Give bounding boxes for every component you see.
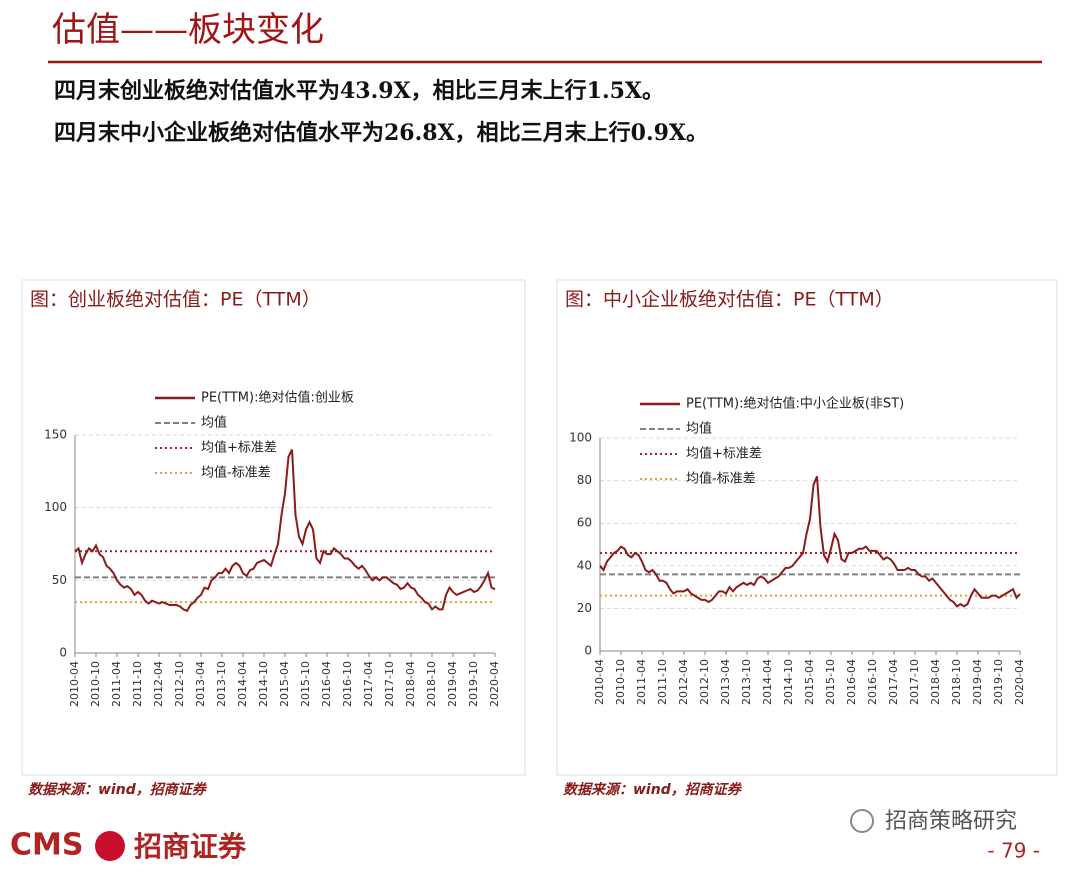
x-tick-label: 2016-10 bbox=[866, 659, 879, 705]
x-tick-label: 2010-10 bbox=[89, 661, 102, 707]
source-note: 数据来源：wind，招商证券 bbox=[563, 781, 743, 798]
x-tick-label: 2011-10 bbox=[131, 661, 144, 707]
wechat-icon bbox=[850, 809, 874, 833]
logo-icon bbox=[95, 831, 125, 861]
x-tick-label: 2016-04 bbox=[320, 661, 333, 707]
x-tick-label: 2019-04 bbox=[446, 661, 459, 707]
x-tick-label: 2020-04 bbox=[1013, 659, 1026, 705]
x-tick-label: 2015-10 bbox=[824, 659, 837, 705]
x-tick-label: 2020-04 bbox=[488, 661, 501, 707]
x-tick-label: 2019-10 bbox=[467, 661, 480, 707]
y-tick-label: 80 bbox=[577, 473, 592, 487]
x-tick-label: 2010-04 bbox=[68, 661, 81, 707]
x-tick-label: 2016-04 bbox=[845, 659, 858, 705]
x-tick-label: 2011-04 bbox=[635, 659, 648, 705]
x-tick-label: 2018-04 bbox=[404, 661, 417, 707]
chart-title: 图：中小企业板绝对估值：PE（TTM） bbox=[565, 289, 894, 311]
y-tick-label: 50 bbox=[52, 573, 67, 587]
x-tick-label: 2014-04 bbox=[236, 661, 249, 707]
x-tick-label: 2010-04 bbox=[593, 659, 606, 705]
x-tick-label: 2015-10 bbox=[299, 661, 312, 707]
x-tick-label: 2014-10 bbox=[782, 659, 795, 705]
x-tick-label: 2017-04 bbox=[887, 659, 900, 705]
x-tick-label: 2012-10 bbox=[173, 661, 186, 707]
legend-label: 均值+标准差 bbox=[201, 440, 277, 456]
slide-title: 估值——板块变化 bbox=[52, 10, 324, 50]
x-tick-label: 2015-04 bbox=[278, 661, 291, 707]
x-tick-label: 2019-10 bbox=[992, 659, 1005, 705]
legend-label: 均值+标准差 bbox=[686, 446, 762, 462]
x-tick-label: 2013-04 bbox=[194, 661, 207, 707]
page-number: - 79 - bbox=[987, 839, 1040, 863]
x-tick-label: 2019-04 bbox=[971, 659, 984, 705]
legend-label: PE(TTM):绝对估值:创业板 bbox=[201, 390, 354, 406]
x-tick-label: 2010-10 bbox=[614, 659, 627, 705]
y-tick-label: 100 bbox=[569, 431, 592, 445]
wechat-name: 招商策略研究 bbox=[885, 809, 1017, 834]
x-tick-label: 2018-04 bbox=[929, 659, 942, 705]
x-tick-label: 2017-10 bbox=[908, 659, 921, 705]
x-tick-label: 2017-10 bbox=[383, 661, 396, 707]
legend-label: 均值-标准差 bbox=[201, 465, 271, 481]
x-tick-label: 2017-04 bbox=[362, 661, 375, 707]
legend-label: 均值-标准差 bbox=[686, 471, 756, 487]
x-tick-label: 2013-10 bbox=[215, 661, 228, 707]
x-tick-label: 2012-04 bbox=[677, 659, 690, 705]
x-tick-label: 2016-10 bbox=[341, 661, 354, 707]
y-tick-label: 40 bbox=[577, 558, 592, 572]
x-tick-label: 2018-10 bbox=[950, 659, 963, 705]
legend-label: PE(TTM):绝对估值:中小企业板(非ST) bbox=[686, 396, 904, 412]
x-tick-label: 2012-04 bbox=[152, 661, 165, 707]
y-tick-label: 0 bbox=[584, 644, 592, 658]
x-tick-label: 2014-04 bbox=[761, 659, 774, 705]
data-line bbox=[74, 449, 496, 613]
x-tick-label: 2013-10 bbox=[740, 659, 753, 705]
summary-line: 四月末创业板绝对估值水平为43.9X，相比三月末上行1.5X。 bbox=[54, 78, 664, 104]
x-tick-label: 2011-10 bbox=[656, 659, 669, 705]
x-tick-label: 2015-04 bbox=[803, 659, 816, 705]
y-tick-label: 150 bbox=[44, 428, 67, 442]
x-tick-label: 2018-10 bbox=[425, 661, 438, 707]
legend-label: 均值 bbox=[686, 421, 712, 437]
data-line bbox=[599, 475, 1021, 608]
x-tick-label: 2012-10 bbox=[698, 659, 711, 705]
x-tick-label: 2013-04 bbox=[719, 659, 732, 705]
y-tick-label: 60 bbox=[577, 516, 592, 530]
panel bbox=[21, 279, 526, 776]
brand-logo: CMS bbox=[10, 828, 83, 863]
x-tick-label: 2011-04 bbox=[110, 661, 123, 707]
chart-title: 图：创业板绝对估值：PE（TTM） bbox=[30, 289, 321, 311]
source-note: 数据来源：wind，招商证券 bbox=[28, 781, 208, 798]
legend-label: 均值 bbox=[201, 415, 227, 431]
y-tick-label: 100 bbox=[44, 500, 67, 514]
summary-line: 四月末中小企业板绝对估值水平为26.8X，相比三月末上行0.9X。 bbox=[54, 120, 708, 146]
x-tick-label: 2014-10 bbox=[257, 661, 270, 707]
company-name: 招商证券 bbox=[134, 830, 247, 863]
y-tick-label: 20 bbox=[577, 601, 592, 615]
y-tick-label: 0 bbox=[59, 646, 67, 660]
